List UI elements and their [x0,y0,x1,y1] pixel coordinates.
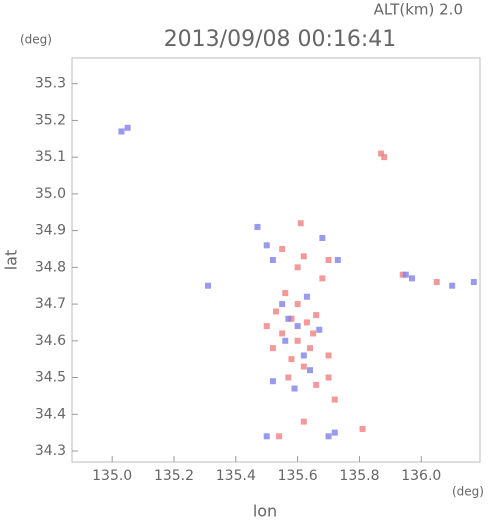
x-tick-label: 135.4 [216,468,256,484]
radar-echo [300,352,307,359]
y-tick-label: 34.5 [35,370,66,386]
radar-echo [303,319,310,326]
radar-echo [300,363,307,370]
radar-echo [273,308,279,315]
y-tick-label: 34.7 [35,296,66,312]
radar-echo [254,223,261,230]
y-tick-label: 34.9 [35,223,66,239]
radar-echo [263,242,270,249]
radar-echo [294,323,301,330]
radar-echo [124,124,131,131]
radar-echo [307,367,313,374]
x-tick-label: 135.0 [92,468,132,484]
radar-echo [269,378,276,385]
x-axis-label: lon [253,502,277,521]
radar-echo [470,279,477,286]
radar-echo [307,345,313,352]
y-axis-label: lat [2,250,21,271]
radar-echo [297,220,304,227]
radar-echo [359,425,366,432]
radar-echo [331,396,338,403]
radar-echo [205,282,211,289]
radar-echo [288,356,295,363]
radar-echo [291,385,298,392]
radar-echo [310,330,317,337]
radar-echo [269,345,276,352]
y-tick-label: 34.4 [35,406,66,422]
radar-echo [402,271,409,278]
x-unit: (deg) [452,485,484,499]
plot-frame [71,57,481,463]
radar-echo [313,381,320,388]
x-tick-label: 136.0 [401,468,441,484]
radar-echo [118,128,125,135]
radar-echo [300,253,307,260]
radar-echo [325,433,332,440]
radar-echo [399,271,406,278]
altitude-label: ALT(km) 2.0 [374,1,463,19]
radar-echo [409,275,415,282]
radar-echo [300,418,307,425]
radar-echo [263,433,270,440]
radar-echo [313,312,320,319]
radar-echo [325,374,332,381]
x-tick-label: 135.8 [339,468,379,484]
radar-echo [294,337,301,344]
y-tick-label: 35.2 [35,112,66,128]
radar-echo [276,433,283,440]
y-unit: (deg) [20,33,52,47]
x-tick-label: 135.2 [154,468,194,484]
chart-title: 2013/09/08 00:16:41 [164,27,397,52]
radar-echo [285,374,292,381]
radar-echo [282,337,289,344]
radar-echo [303,293,310,300]
radar-echo [279,330,286,337]
radar-echo [269,257,276,263]
x-tick-label: 135.6 [278,468,318,484]
radar-echo [433,279,440,286]
radar-echo [279,245,286,252]
radar-echo [263,323,270,330]
y-tick-label: 35.1 [35,149,66,165]
radar-echo [285,315,292,322]
radar-echo [331,429,338,436]
radar-echo [449,282,456,289]
radar-echo [316,326,323,333]
radar-echo [334,257,341,263]
y-tick-label: 34.8 [35,259,66,275]
radar-echo [288,315,295,322]
radar-echo [319,234,326,241]
y-tick-label: 35.0 [35,186,66,202]
radar-echo [282,290,289,297]
radar-echo [325,352,332,359]
radar-echo [279,301,286,308]
radar-echo [325,257,332,263]
radar-echo [378,150,385,157]
y-tick-label: 35.3 [35,76,66,92]
radar-echo [381,154,388,161]
radar-echo [319,275,326,282]
y-tick-label: 34.6 [35,333,66,349]
radar-echo [294,301,301,308]
radar-echo [294,264,301,271]
y-tick-label: 34.3 [35,443,66,459]
